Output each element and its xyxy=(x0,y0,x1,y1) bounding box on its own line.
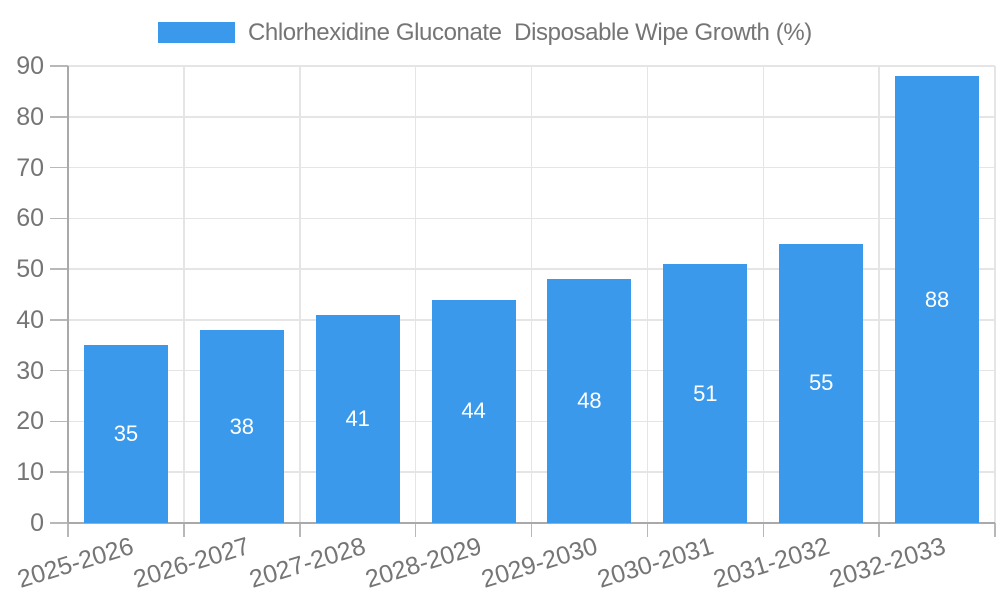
y-tick-mark xyxy=(50,166,68,169)
y-tick-label: 30 xyxy=(16,356,44,385)
x-gridline xyxy=(183,66,185,523)
x-gridline xyxy=(994,66,996,523)
bar-value-label: 35 xyxy=(113,421,139,447)
bar-value-label: 88 xyxy=(924,286,950,312)
x-tick-mark xyxy=(183,523,185,537)
legend-swatch xyxy=(158,22,235,43)
bar-value-label: 51 xyxy=(693,380,718,406)
bar-value-label: 55 xyxy=(808,370,834,396)
x-gridline xyxy=(646,66,649,523)
y-tick-label: 50 xyxy=(16,255,44,284)
bar-2031-2032 xyxy=(779,243,864,523)
y-tick-label: 10 xyxy=(16,458,44,487)
y-tick-mark xyxy=(50,65,68,67)
bar-value-label: 38 xyxy=(229,413,255,439)
bar-2030-2031 xyxy=(663,264,748,523)
bar-2026-2027 xyxy=(199,330,284,523)
x-gridline xyxy=(299,66,301,523)
x-tick-label: 2027-2028 xyxy=(246,532,369,594)
x-tick-label: 2031-2032 xyxy=(709,532,833,594)
bar-value-label: 44 xyxy=(461,398,486,424)
x-gridline xyxy=(530,66,533,523)
y-tick-mark xyxy=(50,268,68,270)
x-tick-label: 2029-2030 xyxy=(478,532,601,594)
x-tick-label: 2025-2026 xyxy=(14,532,138,594)
y-tick-label: 80 xyxy=(16,102,44,131)
x-gridline xyxy=(762,66,764,523)
legend[interactable]: Chlorhexidine Gluconate Disposable Wipe … xyxy=(158,20,812,45)
y-tick-label: 60 xyxy=(16,204,44,233)
x-gridline xyxy=(414,66,417,523)
bar-2032-2033 xyxy=(895,76,980,523)
x-tick-label: 2028-2029 xyxy=(362,532,485,594)
x-tick-mark xyxy=(530,523,533,537)
y-tick-label: 0 xyxy=(30,509,44,537)
x-tick-label: 2030-2031 xyxy=(593,532,717,594)
x-tick-mark xyxy=(67,523,69,537)
x-axis-line xyxy=(68,522,995,524)
y-tick-label: 40 xyxy=(16,305,44,334)
x-tick-mark xyxy=(994,523,996,537)
y-tick-mark xyxy=(50,420,68,423)
x-tick-label: 2026-2027 xyxy=(130,532,253,594)
bar-2025-2026 xyxy=(83,345,168,523)
x-tick-label: 2032-2033 xyxy=(825,532,949,594)
y-tick-mark xyxy=(50,471,68,473)
y-tick-label: 20 xyxy=(16,407,44,436)
y-tick-label: 90 xyxy=(16,52,44,80)
x-tick-mark xyxy=(414,523,417,537)
x-gridline xyxy=(878,66,880,523)
bar-2027-2028 xyxy=(315,314,400,523)
bar-2028-2029 xyxy=(431,299,516,523)
legend-label: Chlorhexidine Gluconate Disposable Wipe … xyxy=(248,19,812,46)
x-tick-mark xyxy=(646,523,649,537)
y-tick-mark xyxy=(50,522,68,524)
x-tick-mark xyxy=(762,523,764,537)
bar-2029-2030 xyxy=(547,279,632,523)
y-tick-mark xyxy=(50,369,68,372)
x-tick-mark xyxy=(299,523,301,537)
bar-value-label: 48 xyxy=(577,388,602,414)
y-tick-mark xyxy=(50,217,68,220)
y-axis-line xyxy=(67,66,69,523)
x-tick-mark xyxy=(878,523,880,537)
bar-value-label: 41 xyxy=(345,405,370,431)
y-tick-label: 70 xyxy=(16,153,44,182)
y-tick-mark xyxy=(50,319,68,321)
y-tick-mark xyxy=(50,116,68,118)
